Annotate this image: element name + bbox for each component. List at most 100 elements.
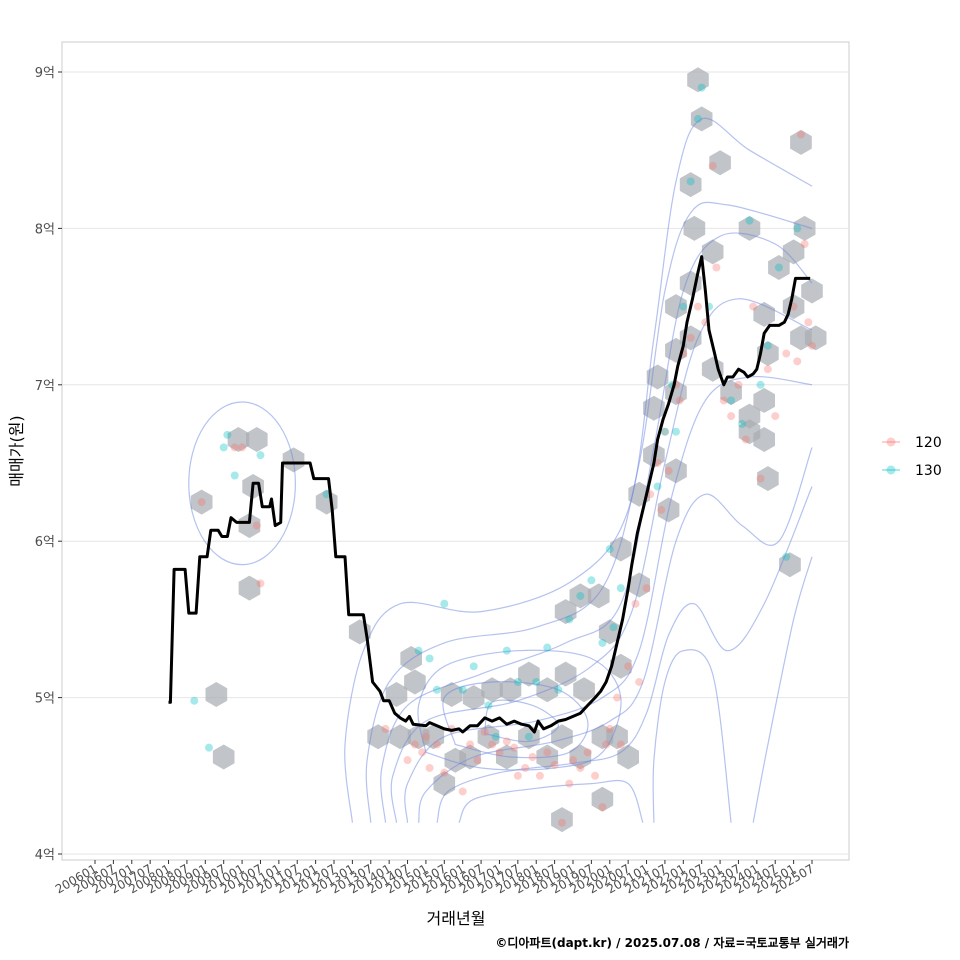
data-point-120 (381, 724, 390, 733)
data-point-120 (418, 748, 427, 757)
data-point-120 (513, 771, 522, 780)
data-point-120 (458, 787, 467, 796)
data-point-130 (686, 177, 695, 186)
data-point-130 (425, 654, 434, 663)
data-point-120 (686, 333, 695, 342)
density-contour (404, 375, 813, 823)
data-point-120 (734, 380, 743, 389)
y-tick-label: 6억 (35, 535, 55, 550)
data-point-120 (796, 130, 805, 139)
hexbin-cell (738, 403, 761, 429)
data-point-120 (583, 748, 592, 757)
data-point-130 (576, 591, 585, 600)
data-point-130 (756, 380, 765, 389)
hexbin-cell (804, 325, 827, 351)
hexbin-cell (400, 646, 422, 671)
hexbin-cell (551, 807, 573, 833)
data-point-130 (204, 743, 213, 752)
legend-item-120: 120 (882, 435, 942, 451)
data-point-120 (763, 365, 772, 374)
hexbin-cell (610, 653, 632, 679)
hexbin-cell (554, 661, 577, 687)
data-point-130 (587, 576, 596, 585)
hexbin-cell (606, 724, 628, 750)
data-point-120 (502, 737, 511, 746)
data-point-130 (414, 646, 423, 655)
data-point-130 (223, 430, 232, 439)
data-point-130 (230, 471, 239, 480)
data-point-120 (466, 740, 475, 749)
hexbin-cell (238, 513, 261, 539)
legend-label-130: 130 (915, 463, 942, 479)
hexbin-cell (551, 724, 573, 750)
data-point-120 (598, 803, 607, 812)
data-point-120 (605, 724, 614, 733)
data-point-120 (238, 443, 247, 452)
hexbin-cell (683, 215, 706, 241)
data-point-130 (532, 677, 541, 686)
hexbin-cell (459, 744, 481, 770)
data-point-130 (491, 732, 500, 741)
hexbin-cell (790, 129, 812, 155)
density-contour (188, 401, 296, 566)
hexbin-cell (709, 150, 731, 176)
data-point-120 (613, 693, 622, 702)
data-point-120 (432, 740, 441, 749)
y-tick-label: 5억 (35, 692, 55, 707)
hexbin-cell (212, 744, 235, 770)
density-contour (752, 556, 813, 823)
data-point-130 (524, 732, 533, 741)
data-point-120 (535, 771, 544, 780)
hexbin-cell (462, 685, 485, 711)
data-point-120 (635, 677, 644, 686)
density-contour (458, 779, 644, 824)
data-point-130 (605, 545, 614, 554)
y-axis: 4억 5억 6억 7억 8억 9억 (35, 66, 62, 863)
data-point-130 (598, 638, 607, 647)
density-contour (390, 298, 813, 823)
data-point-120 (230, 443, 239, 452)
data-point-130 (697, 83, 706, 92)
legend-item-130: 130 (882, 463, 942, 479)
data-point-130 (565, 615, 574, 624)
hexbin-cell (481, 677, 503, 703)
data-point-120 (403, 756, 412, 765)
density-contour-layer (188, 117, 813, 824)
hexbin-cell (422, 724, 445, 750)
data-point-120 (808, 341, 816, 350)
data-point-120 (771, 412, 780, 421)
hexbin-cell (477, 724, 500, 750)
density-contour (484, 699, 559, 743)
y-tick-label: 7억 (35, 379, 55, 394)
data-point-120 (440, 768, 449, 777)
data-point-120 (712, 263, 721, 272)
data-point-120 (576, 763, 585, 772)
data-point-130 (502, 646, 511, 655)
data-point-130 (774, 263, 783, 272)
data-point-130 (660, 427, 669, 436)
legend: 120 130 (882, 435, 942, 479)
data-point-120 (727, 412, 736, 421)
data-point-120 (624, 662, 633, 671)
data-point-120 (631, 599, 640, 608)
legend-label-120: 120 (915, 435, 942, 451)
data-point-120 (591, 771, 600, 780)
hexbin-cell (720, 380, 742, 406)
data-point-130 (484, 701, 493, 710)
data-point-120 (425, 763, 434, 772)
data-point-120 (521, 763, 530, 772)
hexbin-cell (793, 215, 816, 241)
data-point-120 (793, 357, 802, 366)
hexbin-cell (569, 583, 592, 609)
data-point-120 (660, 427, 669, 436)
hexbin-cell (738, 419, 761, 445)
data-point-130 (727, 396, 736, 405)
hexbin-cell (499, 677, 522, 703)
data-point-130 (738, 419, 747, 428)
hexbin-cell (665, 294, 687, 320)
density-contour (418, 447, 813, 823)
data-point-120 (495, 748, 504, 757)
y-tick-label: 9억 (35, 66, 55, 81)
hexbin-cell (801, 278, 823, 304)
data-point-130 (554, 685, 563, 694)
